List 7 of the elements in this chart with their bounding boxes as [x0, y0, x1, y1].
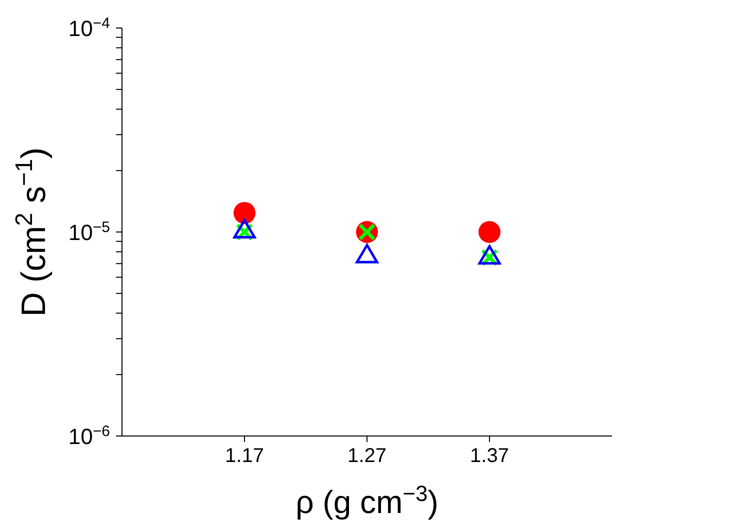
y-tick-label: 10$^{−6}$ — [68, 422, 110, 449]
y-tick-label: 10$^{−4}$ — [68, 14, 110, 41]
x-tick-label: 1.37 — [470, 445, 509, 467]
x-axis-title: ρ (g cm$^{−3}$) — [296, 480, 438, 520]
y-tick-label: 10$^{−5}$ — [68, 218, 110, 245]
x-tick-label: 1.17 — [225, 445, 264, 467]
x-tick-label: 1.27 — [348, 445, 386, 467]
